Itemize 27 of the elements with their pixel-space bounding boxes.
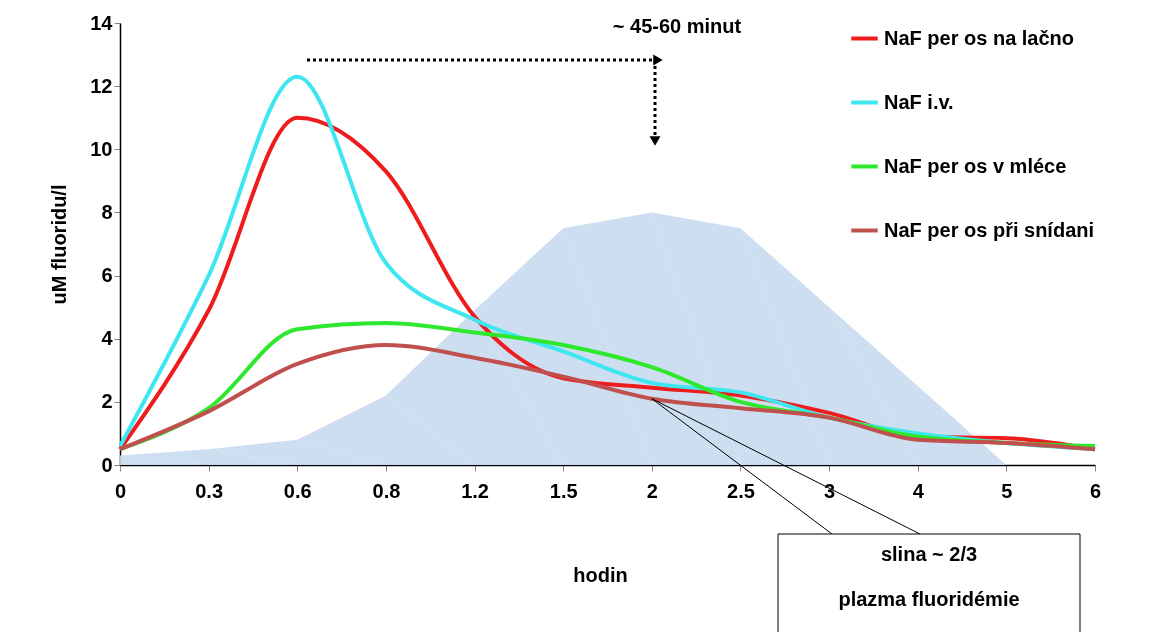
y-tick-label: 2: [101, 390, 113, 413]
x-tick-label: 5: [1001, 479, 1013, 502]
line-series: [118, 343, 1097, 452]
x-tick-label: 2.5: [727, 479, 755, 502]
x-tick-label: 0.3: [195, 479, 224, 502]
y-tick-label: 10: [90, 137, 113, 160]
y-tick-label: 14: [90, 11, 114, 34]
x-tick-label: 0.6: [283, 479, 312, 502]
y-tick-label: 6: [101, 264, 113, 287]
x-axis-title: hodin: [573, 563, 628, 586]
legend-label: NaF per os při snídani: [884, 218, 1095, 241]
annotation: slina ~ 2/3 plazma fluoridémie: [838, 543, 1020, 610]
x-tick-label: 4: [912, 479, 925, 502]
y-tick-label: 0: [101, 453, 113, 476]
y-axis-title: uM fluoridu/l: [48, 184, 71, 305]
annotation: ~ 45-60 minut: [612, 15, 742, 37]
y-tick-label: 12: [90, 74, 113, 97]
y-tick-label: 8: [101, 200, 113, 223]
x-tick-label: 1.5: [549, 479, 578, 502]
y-tick-label: 4: [101, 327, 114, 350]
x-tick-label: 0.8: [372, 479, 401, 502]
x-tick-label: 6: [1089, 479, 1102, 502]
legend-label: NaF i.v.: [884, 90, 954, 113]
legend-label: NaF per os na lačno: [884, 26, 1075, 49]
x-tick-label: 1.2: [461, 479, 489, 502]
legend-label: NaF per os v mléce: [884, 154, 1067, 177]
x-tick-label: 2: [646, 479, 658, 502]
